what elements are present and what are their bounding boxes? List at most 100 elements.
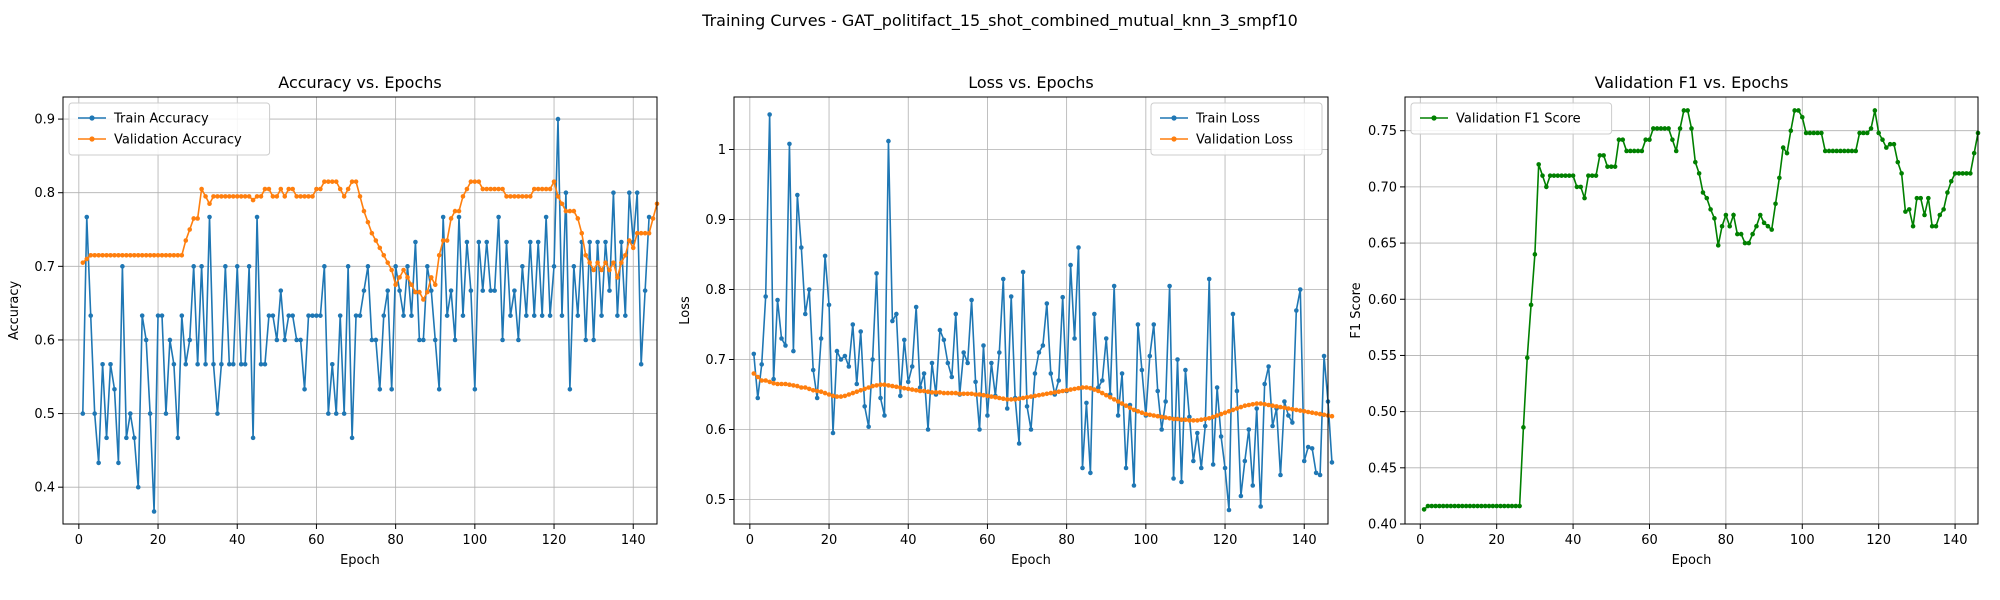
data-point: [496, 214, 501, 220]
data-point: [298, 337, 303, 343]
data-point: [1566, 173, 1572, 178]
data-point: [409, 313, 414, 318]
legend-entry: Train Accuracy: [113, 112, 209, 127]
data-point: [1765, 223, 1771, 229]
data-point: [1792, 108, 1797, 113]
data-point: [1906, 207, 1912, 212]
data-point: [806, 287, 812, 292]
data-point: [1601, 153, 1606, 158]
data-point: [1662, 126, 1668, 131]
data-point: [822, 253, 828, 259]
data-point: [626, 238, 632, 243]
data-point: [1187, 414, 1192, 420]
data-point: [1096, 385, 1101, 390]
data-point: [1329, 413, 1335, 419]
data-point: [1788, 128, 1794, 134]
data-point: [179, 252, 185, 258]
data-point: [219, 194, 224, 199]
data-point: [112, 386, 117, 392]
data-point: [468, 179, 474, 184]
x-tick-label: 40: [900, 533, 917, 548]
data-point: [830, 393, 836, 399]
data-point: [1234, 406, 1240, 411]
data-point: [925, 389, 931, 395]
data-point: [488, 186, 493, 192]
data-point: [933, 390, 939, 395]
data-point: [1179, 479, 1184, 485]
data-point: [448, 288, 454, 293]
x-axis-label: Epoch: [1672, 553, 1712, 568]
y-tick-label: 0.5: [705, 493, 726, 508]
data-point: [1914, 195, 1920, 201]
data-point: [1044, 391, 1050, 397]
data-point: [230, 194, 236, 199]
y-tick-label: 0.50: [1368, 405, 1397, 420]
data-point: [333, 411, 339, 416]
data-point: [890, 318, 895, 324]
data-point: [965, 360, 970, 366]
data-point: [341, 411, 347, 416]
data-point: [634, 190, 640, 196]
data-point: [1570, 173, 1576, 178]
data-point: [1163, 415, 1168, 420]
data-point: [1502, 503, 1507, 509]
data-point: [516, 194, 521, 199]
x-tick-label: 20: [150, 533, 167, 548]
data-point: [802, 385, 808, 390]
data-point: [1321, 412, 1327, 418]
data-point: [1903, 209, 1908, 214]
data-point: [163, 252, 169, 258]
data-point: [543, 214, 549, 220]
data-point: [945, 390, 951, 396]
data-point: [171, 252, 177, 258]
data-point: [1004, 406, 1010, 411]
data-point: [413, 289, 418, 295]
data-point: [326, 411, 331, 416]
data-point: [432, 337, 438, 343]
data-point: [254, 214, 260, 220]
data-point: [88, 252, 94, 258]
data-point: [1135, 409, 1141, 414]
data-point: [535, 186, 541, 192]
data-point: [456, 208, 462, 214]
data-point: [92, 411, 97, 416]
x-tick-label: 80: [1718, 533, 1735, 548]
data-point: [905, 379, 911, 385]
data-point: [460, 194, 466, 199]
data-point: [1750, 231, 1755, 237]
data-point: [88, 313, 94, 318]
data-point: [377, 386, 383, 392]
data-point: [310, 194, 315, 199]
data-point: [1024, 404, 1030, 409]
data-point: [563, 208, 569, 214]
data-point: [1254, 406, 1260, 411]
data-point: [234, 264, 240, 269]
data-point: [92, 252, 97, 258]
data-point: [1872, 108, 1878, 113]
data-point: [539, 186, 545, 192]
data-point: [1524, 355, 1530, 360]
data-point: [1175, 357, 1180, 362]
data-point: [1139, 367, 1145, 373]
data-point: [246, 194, 252, 199]
series-validation-accuracy: [80, 179, 660, 302]
y-tick-label: 0.40: [1368, 518, 1397, 533]
y-tick-label: 0.9: [705, 213, 726, 228]
data-point: [1218, 434, 1224, 439]
x-tick-label: 20: [821, 533, 838, 548]
data-point: [638, 230, 644, 236]
data-point: [1024, 395, 1030, 400]
data-point: [310, 313, 315, 318]
data-point: [1685, 108, 1690, 113]
x-tick-label: 120: [1866, 533, 1891, 548]
y-tick-label: 0.45: [1368, 461, 1397, 476]
data-point: [775, 297, 780, 303]
data-point: [1222, 465, 1228, 471]
data-point: [1971, 150, 1977, 156]
data-point: [524, 313, 529, 318]
data-point: [211, 194, 216, 199]
data-point: [108, 252, 113, 258]
data-point: [882, 382, 887, 388]
data-point: [318, 313, 323, 318]
data-point: [1479, 503, 1484, 509]
